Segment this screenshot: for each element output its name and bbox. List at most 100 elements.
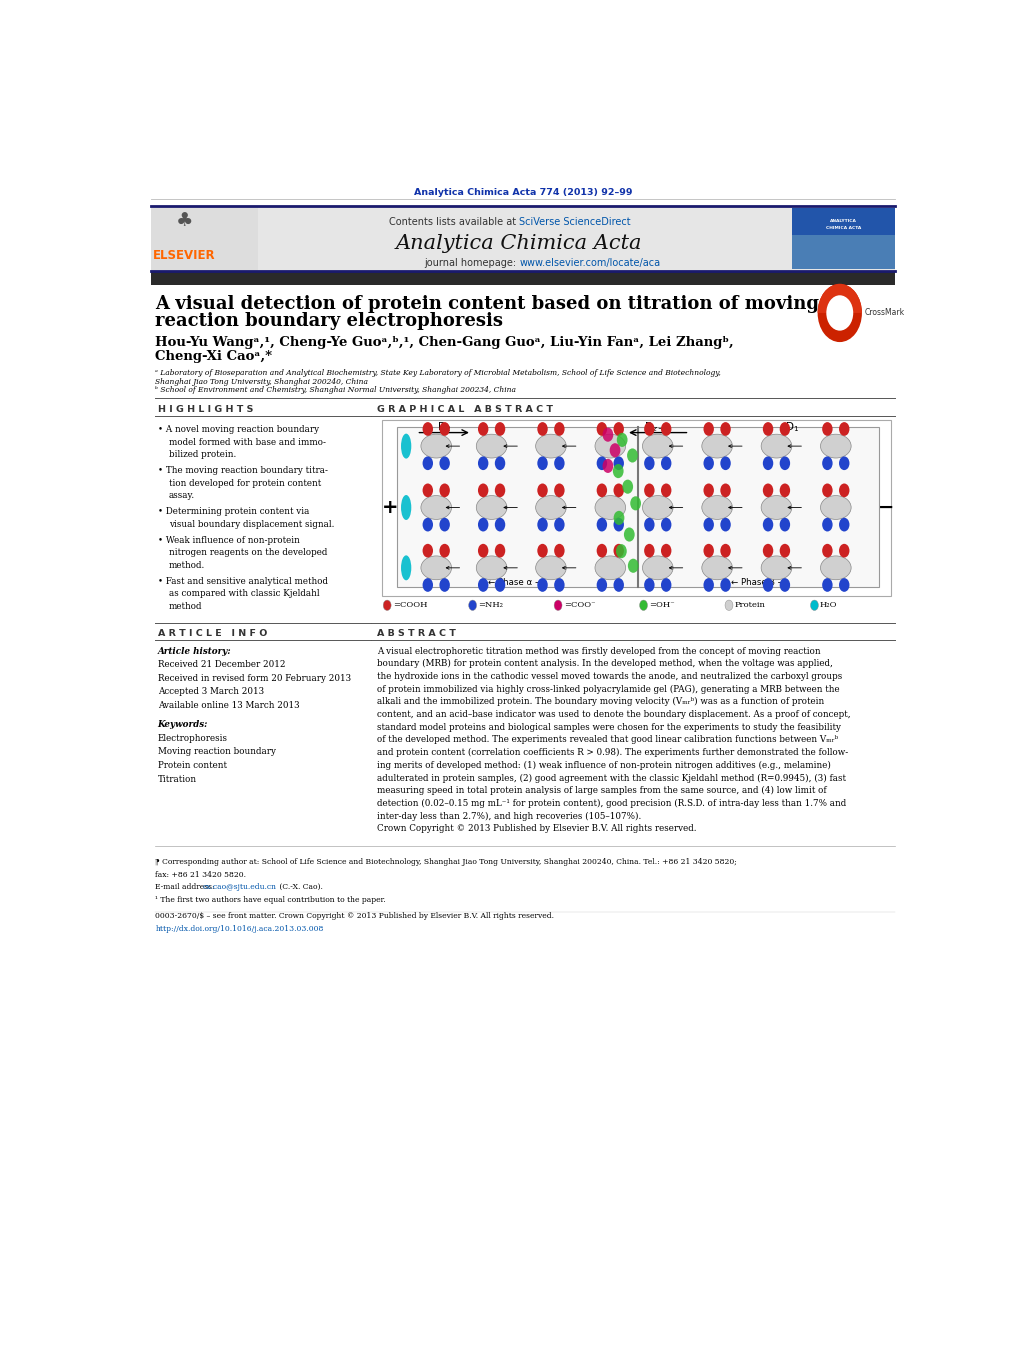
Circle shape [644,578,654,592]
Ellipse shape [821,434,852,458]
Bar [151,272,895,285]
Text: Received in revised form 20 February 2013: Received in revised form 20 February 201… [157,674,351,682]
Circle shape [811,600,819,611]
Circle shape [822,544,832,558]
Ellipse shape [536,496,567,519]
Circle shape [721,484,731,497]
Text: Received 21 December 2012: Received 21 December 2012 [157,661,285,669]
Text: bilized protein.: bilized protein. [168,450,236,459]
Circle shape [478,578,488,592]
Circle shape [822,422,832,436]
Text: measuring speed in total protein analysis of large samples from the same source,: measuring speed in total protein analysi… [377,786,827,796]
Ellipse shape [595,434,626,458]
Circle shape [624,527,635,542]
Text: detection (0.02–0.15 mg mL⁻¹ for protein content), good precision (R.S.D. of int: detection (0.02–0.15 mg mL⁻¹ for protein… [377,798,846,808]
Circle shape [495,544,505,558]
Circle shape [439,457,450,470]
Text: method: method [168,601,202,611]
Text: Analytica Chimica Acta 774 (2013) 92–99: Analytica Chimica Acta 774 (2013) 92–99 [414,188,633,197]
Ellipse shape [421,434,451,458]
Text: G R A P H I C A L   A B S T R A C T: G R A P H I C A L A B S T R A C T [377,405,553,415]
Circle shape [644,484,654,497]
Circle shape [763,422,773,436]
Circle shape [839,457,849,470]
Text: Cheng-Xi Caoᵃ,*: Cheng-Xi Caoᵃ,* [155,350,273,363]
Circle shape [639,600,647,611]
Text: Contents lists available at: Contents lists available at [389,218,520,227]
Circle shape [763,517,773,531]
Circle shape [439,544,450,558]
Text: Crown Copyright © 2013 Published by Elsevier B.V. All rights reserved.: Crown Copyright © 2013 Published by Else… [377,824,696,834]
Circle shape [661,422,672,436]
Bar [792,208,895,269]
Circle shape [439,484,450,497]
Text: ELSEVIER: ELSEVIER [153,249,215,262]
Circle shape [554,600,562,611]
Text: 0003-2670/$ – see front matter. Crown Copyright © 2013 Published by Elsevier B.V: 0003-2670/$ – see front matter. Crown Co… [155,912,554,920]
Circle shape [478,517,488,531]
Circle shape [596,517,607,531]
Circle shape [554,422,565,436]
Text: tion developed for protein content: tion developed for protein content [168,478,321,488]
Text: CrossMark: CrossMark [865,308,906,317]
Circle shape [478,484,488,497]
Ellipse shape [595,555,626,580]
Text: D$_1$: D$_1$ [785,420,799,434]
Ellipse shape [761,555,792,580]
Circle shape [644,517,654,531]
Text: −: − [877,499,893,517]
Circle shape [703,457,714,470]
Text: • A novel moving reaction boundary: • A novel moving reaction boundary [157,426,319,434]
Text: SciVerse ScienceDirect: SciVerse ScienceDirect [520,218,631,227]
Text: D$_{z-1}$: D$_{z-1}$ [644,420,671,434]
Text: content, and an acid–base indicator was used to denote the boundary displacement: content, and an acid–base indicator was … [377,711,850,719]
Ellipse shape [476,496,507,519]
Ellipse shape [761,434,792,458]
Text: Article history:: Article history: [157,647,232,655]
Text: • The moving reaction boundary titra-: • The moving reaction boundary titra- [157,466,328,476]
Circle shape [721,544,731,558]
Ellipse shape [536,555,567,580]
Circle shape [614,457,624,470]
Circle shape [537,422,547,436]
Text: ing merits of developed method: (1) weak influence of non-protein nitrogen addit: ing merits of developed method: (1) weak… [377,761,831,770]
Circle shape [423,484,433,497]
Circle shape [495,578,505,592]
Text: nitrogen reagents on the developed: nitrogen reagents on the developed [168,549,327,557]
Circle shape [537,544,547,558]
Ellipse shape [821,555,852,580]
Circle shape [822,517,832,531]
Text: A B S T R A C T: A B S T R A C T [377,628,455,638]
Text: ANALYTICA: ANALYTICA [830,219,858,223]
Circle shape [661,578,672,592]
Text: E-mail address:: E-mail address: [155,884,217,892]
Circle shape [439,578,450,592]
Circle shape [721,578,731,592]
Text: adulterated in protein samples, (2) good agreement with the classic Kjeldahl met: adulterated in protein samples, (2) good… [377,773,845,782]
Circle shape [725,600,733,611]
Circle shape [614,517,624,531]
Text: ⁋ Corresponding author at: School of Life Science and Biotechnology, Shanghai Ji: ⁋ Corresponding author at: School of Lif… [155,858,737,866]
Circle shape [596,484,607,497]
Circle shape [537,578,547,592]
Text: the hydroxide ions in the cathodic vessel moved towards the anode, and neutraliz: the hydroxide ions in the cathodic vesse… [377,671,842,681]
Text: • Determining protein content via: • Determining protein content via [157,507,309,516]
Circle shape [423,422,433,436]
Text: ᵇ School of Environment and Chemistry, Shanghai Normal University, Shanghai 2002: ᵇ School of Environment and Chemistry, S… [155,386,517,394]
Circle shape [537,457,547,470]
Circle shape [495,457,505,470]
Text: www.elsevier.com/locate/aca: www.elsevier.com/locate/aca [520,258,661,267]
Text: +: + [382,499,398,517]
Circle shape [822,578,832,592]
Circle shape [478,457,488,470]
Wedge shape [818,284,862,313]
Text: D$_2$: D$_2$ [437,420,451,434]
Text: =COO⁻: =COO⁻ [564,601,595,609]
Text: Electrophoresis: Electrophoresis [157,734,228,743]
Circle shape [721,517,731,531]
Ellipse shape [642,434,673,458]
Circle shape [780,422,790,436]
Circle shape [703,578,714,592]
Text: (C.-X. Cao).: (C.-X. Cao). [277,884,323,892]
Text: Hou-Yu Wangᵃ,¹, Cheng-Ye Guoᵃ,ᵇ,¹, Chen-Gang Guoᵃ, Liu-Yin Fanᵃ, Lei Zhangᵇ,: Hou-Yu Wangᵃ,¹, Cheng-Ye Guoᵃ,ᵇ,¹, Chen-… [155,335,734,349]
